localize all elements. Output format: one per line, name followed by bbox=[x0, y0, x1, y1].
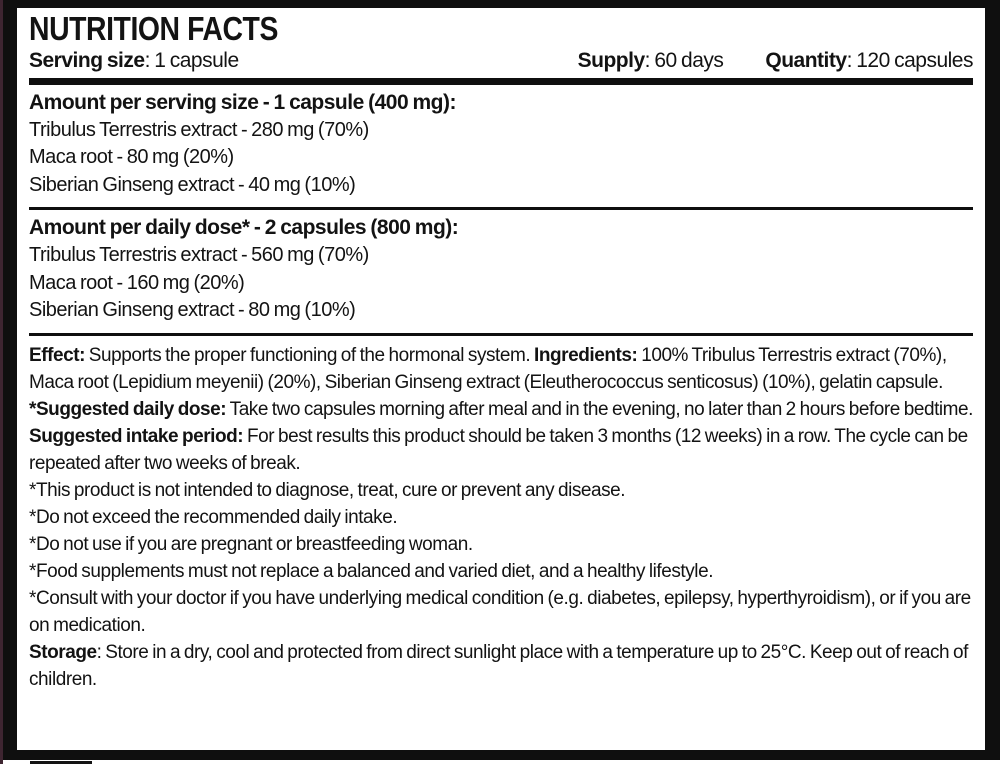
storage-label: Storage bbox=[29, 641, 97, 663]
serving-meta-row: Serving size: 1 capsule Supply: 60 days … bbox=[29, 48, 974, 74]
serving-amount-section: Amount per serving size - 1 capsule (400… bbox=[29, 85, 973, 208]
supply: Supply: 60 days bbox=[578, 48, 724, 74]
section-heading: Amount per serving size - 1 capsule (400… bbox=[29, 90, 456, 114]
serving-size: Serving size: 1 capsule bbox=[29, 48, 239, 74]
info-paragraph-intake-period: Suggested intake period: For best result… bbox=[29, 423, 973, 477]
intake-period-label: Suggested intake period: bbox=[29, 425, 244, 447]
quantity: Quantity: 120 capsules bbox=[765, 48, 973, 74]
serving-size-label: Serving size bbox=[29, 48, 145, 72]
supply-label: Supply bbox=[577, 48, 646, 72]
page-edge-strip bbox=[0, 0, 3, 764]
effect-text: Supports the proper functioning of the h… bbox=[84, 344, 535, 366]
ingredients-text: 100% Tribulus Terrestris extract (70%), … bbox=[29, 344, 947, 393]
info-paragraph-effect-ingredients: Effect: Supports the proper functioning … bbox=[29, 342, 973, 396]
disclaimer-pregnancy: *Do not use if you are pregnant or breas… bbox=[29, 533, 473, 555]
next-label-cut-mark bbox=[30, 761, 92, 764]
section-divider bbox=[29, 332, 973, 336]
quantity-value: : 120 capsules bbox=[846, 48, 974, 72]
section-divider bbox=[29, 207, 973, 211]
supply-value: : 60 days bbox=[644, 48, 724, 72]
disclaimer-daily-intake: *Do not exceed the recommended daily int… bbox=[29, 506, 398, 528]
ingredients-label: Ingredients: bbox=[534, 344, 638, 366]
intake-period-text: For best results this product should be … bbox=[29, 425, 968, 474]
storage-text: : Store in a dry, cool and protected fro… bbox=[29, 641, 968, 690]
info-paragraph-suggested-daily-dose: *Suggested daily dose: Take two capsules… bbox=[29, 396, 973, 423]
info-section: Effect: Supports the proper functioning … bbox=[29, 336, 973, 693]
ingredient-row: Tribulus Terrestris extract - 280 mg (70… bbox=[29, 118, 369, 141]
info-paragraph-storage: Storage: Store in a dry, cool and protec… bbox=[29, 639, 973, 693]
ingredient-row: Maca root - 160 mg (20%) bbox=[29, 271, 245, 294]
disclaimer-medical-condition: *Consult with your doctor if you have un… bbox=[29, 587, 971, 636]
ingredient-row: Maca root - 80 mg (20%) bbox=[29, 146, 234, 169]
section-heading: Amount per daily dose* - 2 capsules (800… bbox=[29, 216, 459, 240]
disclaimer-diagnose: *This product is not intended to diagnos… bbox=[29, 479, 626, 501]
header-divider bbox=[29, 77, 973, 85]
label-title: NUTRITION FACTS bbox=[29, 10, 278, 47]
suggested-daily-dose-text: Take two capsules morning after meal and… bbox=[226, 398, 974, 420]
ingredient-row: Siberian Ginseng extract - 40 mg (10%) bbox=[29, 173, 356, 196]
disclaimer-balanced-diet: *Food supplements must not replace a bal… bbox=[29, 560, 714, 582]
suggested-daily-dose-label: *Suggested daily dose: bbox=[29, 398, 227, 420]
quantity-label: Quantity bbox=[765, 48, 847, 72]
effect-label: Effect: bbox=[29, 344, 85, 366]
ingredient-row: Siberian Ginseng extract - 80 mg (10%) bbox=[29, 299, 356, 322]
daily-dose-amount-section: Amount per daily dose* - 2 capsules (800… bbox=[29, 210, 973, 333]
label-frame: NUTRITION FACTS Serving size: 1 capsule … bbox=[3, 0, 1000, 760]
ingredient-row: Tribulus Terrestris extract - 560 mg (70… bbox=[29, 244, 369, 267]
supply-quantity-group: Supply: 60 days Quantity: 120 capsules bbox=[578, 48, 974, 74]
serving-size-value: : 1 capsule bbox=[144, 48, 240, 72]
